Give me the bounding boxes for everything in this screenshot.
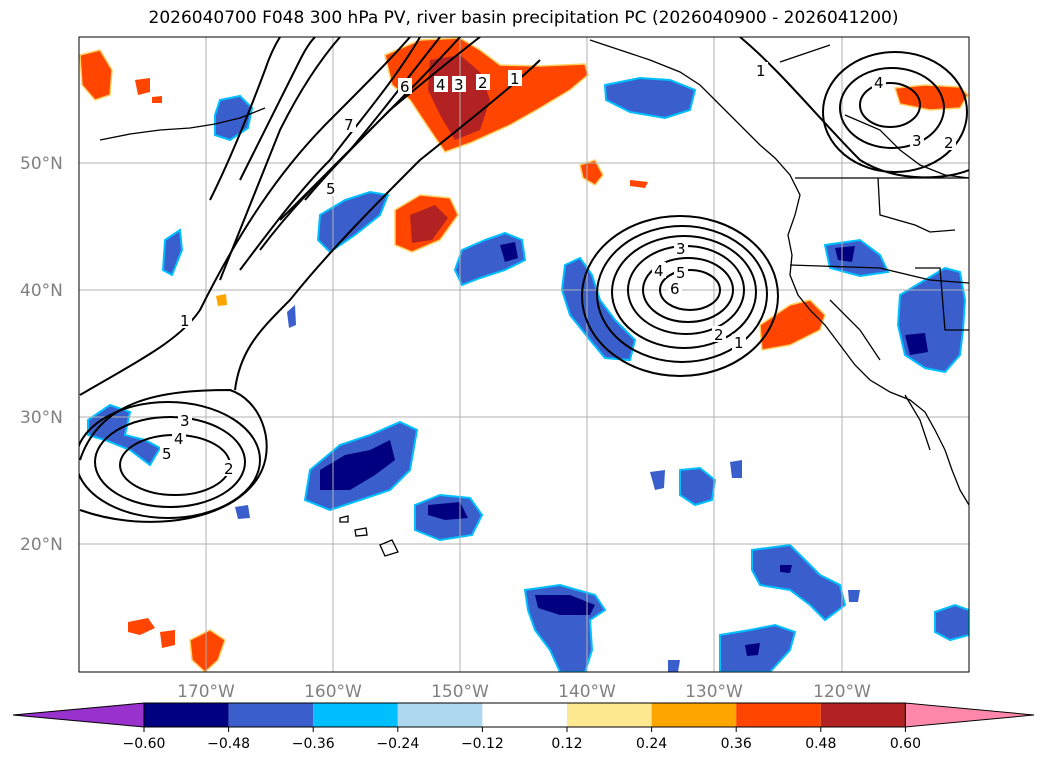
- contour-label: 1: [756, 62, 766, 80]
- lat-label-30n: 30°N: [20, 408, 63, 428]
- contour-label: 3: [454, 76, 464, 94]
- contour-label: 6: [400, 78, 410, 96]
- contour-label: 6: [670, 280, 680, 298]
- colorbar-swatch: [228, 703, 314, 727]
- colorbar-tick-label: 0.36: [721, 736, 752, 752]
- colorbar-tick-label: 0.60: [890, 736, 921, 752]
- colorbar-swatch: [651, 703, 737, 727]
- colorbar-tick-label: 0.12: [551, 736, 582, 752]
- contour-label: 1: [180, 312, 190, 330]
- colorbar-tick-label: −0.48: [207, 736, 250, 752]
- lon-label-160w: 160°W: [304, 682, 362, 702]
- lon-label-120w: 120°W: [813, 682, 871, 702]
- contour-label: 4: [874, 74, 884, 92]
- colorbar-swatch: [313, 703, 398, 727]
- contour-label: 5: [676, 264, 686, 282]
- map-gridlines: [79, 37, 969, 672]
- colorbar-swatch: [820, 703, 906, 727]
- colorbar: −0.60 −0.48 −0.36 −0.24 −0.12 0.12 0.24 0.36 0.4…: [12, 702, 1035, 752]
- lon-label-170w: 170°W: [177, 682, 235, 702]
- colorbar-swatch: [482, 703, 567, 727]
- contour-label: 3: [912, 132, 922, 150]
- contour-label: 2: [478, 74, 488, 92]
- contour-label: 4: [174, 430, 184, 448]
- contour-label: 2: [714, 326, 724, 344]
- lat-label-40n: 40°N: [20, 281, 63, 301]
- pv-contours: [79, 37, 969, 523]
- colorbar-tick-label: −0.36: [292, 736, 335, 752]
- contour-label: 1: [510, 70, 520, 88]
- contour-label: 3: [180, 412, 190, 430]
- pv-contour-labels: 3 4 5 2 7 6 5 4 3 2 1 1 3 4: [160, 62, 956, 478]
- colorbar-tick-label: 0.24: [636, 736, 667, 752]
- lat-label-20n: 20°N: [20, 535, 63, 555]
- contour-label: 2: [944, 134, 954, 152]
- map-title: 2026040700 F048 300 hPa PV, river basin …: [148, 8, 899, 28]
- colorbar-tick-label: −0.24: [376, 736, 419, 752]
- contour-label: 2: [224, 460, 234, 478]
- colorbar-tick-label: 0.48: [805, 736, 836, 752]
- contour-label: 4: [436, 76, 446, 94]
- lat-label-50n: 50°N: [20, 154, 63, 174]
- contour-label: 4: [654, 262, 664, 280]
- colorbar-outline: [143, 702, 906, 728]
- colorbar-swatch: [736, 703, 821, 727]
- lon-label-140w: 140°W: [558, 682, 616, 702]
- contour-label: 5: [326, 180, 336, 198]
- contour-label: 5: [162, 445, 172, 463]
- contour-label: 3: [676, 240, 686, 258]
- colorbar-tick-label: −0.12: [461, 736, 504, 752]
- colorbar-tick-label: −0.60: [123, 736, 166, 752]
- colorbar-extend-low: [12, 702, 145, 728]
- map-frame: [78, 36, 970, 673]
- map-area: 3 4 5 2 7 6 5 4 3 2 1 1 3 4: [79, 37, 969, 672]
- lon-label-150w: 150°W: [431, 682, 489, 702]
- colorbar-swatch: [144, 703, 229, 727]
- lon-label-130w: 130°W: [685, 682, 743, 702]
- contour-label: 7: [344, 116, 354, 134]
- colorbar-extend-high: [904, 702, 1035, 728]
- colorbar-swatch: [397, 703, 483, 727]
- contour-label: 1: [734, 334, 744, 352]
- colorbar-swatch: [567, 703, 652, 727]
